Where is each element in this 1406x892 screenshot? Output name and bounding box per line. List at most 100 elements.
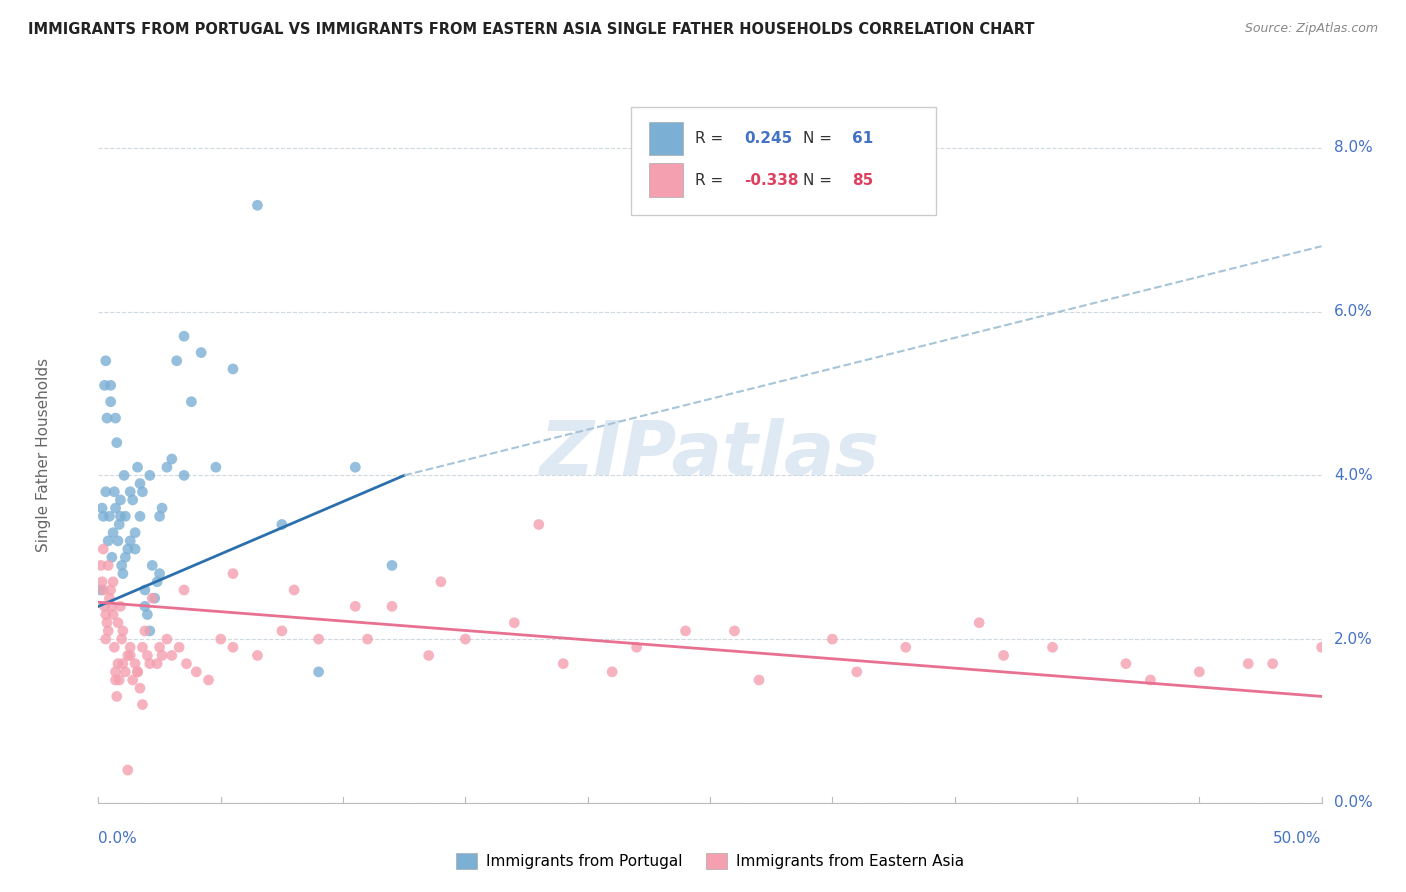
Text: 0.0%: 0.0% [1334,796,1372,810]
Point [121,492,143,507]
Point [553,657,575,671]
Point [845,665,868,679]
Point [308,665,330,679]
Text: 50.0%: 50.0% [1274,830,1322,846]
Point [107,615,129,630]
Point [246,648,269,663]
Point [124,542,146,557]
Point [90,582,112,597]
Point [993,648,1015,663]
Point [110,599,132,614]
Point [107,657,129,671]
Point [103,484,125,499]
Point [124,525,146,540]
Point [967,615,990,630]
Point [821,632,844,646]
Text: -0.338: -0.338 [744,172,799,187]
Point [166,353,188,368]
Text: 0.245: 0.245 [744,131,793,146]
Point [91,542,114,557]
Point [97,533,120,548]
Point [173,329,195,343]
Point [131,640,153,655]
Point [344,460,367,475]
Point [96,411,118,425]
Point [111,566,134,581]
Point [150,648,173,663]
Text: N =: N = [803,172,837,187]
Point [176,657,198,671]
Point [136,607,159,622]
Point [173,582,195,597]
Point [101,607,124,622]
Point [110,509,132,524]
Point [600,665,623,679]
Text: 8.0%: 8.0% [1334,140,1372,155]
Point [127,665,149,679]
Text: 6.0%: 6.0% [1334,304,1372,319]
Point [173,468,195,483]
Point [129,509,152,524]
Point [127,665,149,679]
Point [270,517,294,532]
Point [120,648,142,663]
Point [100,378,122,392]
Point [430,574,453,589]
Point [222,362,245,376]
Point [104,673,127,687]
Point [222,566,245,581]
Point [91,509,114,524]
Point [105,435,128,450]
Point [503,615,526,630]
Point [114,509,136,524]
Point [149,566,172,581]
Point [124,657,146,671]
FancyBboxPatch shape [648,121,683,155]
Point [96,615,118,630]
Point [134,582,156,597]
Point [149,640,172,655]
Point [143,591,166,606]
Point [197,673,219,687]
Point [308,632,330,646]
Text: 61: 61 [852,131,873,146]
Text: ZIPatlas: ZIPatlas [540,418,880,491]
Point [93,599,115,614]
Point [139,468,162,483]
Point [104,501,127,516]
Point [222,640,245,655]
Point [129,476,152,491]
Text: IMMIGRANTS FROM PORTUGAL VS IMMIGRANTS FROM EASTERN ASIA SINGLE FATHER HOUSEHOLD: IMMIGRANTS FROM PORTUGAL VS IMMIGRANTS F… [28,22,1035,37]
Point [136,648,159,663]
Point [108,517,131,532]
Text: 0.0%: 0.0% [98,830,138,846]
Point [120,484,142,499]
Point [748,673,770,687]
Point [134,599,156,614]
Point [146,574,169,589]
Point [103,640,125,655]
Legend: Immigrants from Portugal, Immigrants from Eastern Asia: Immigrants from Portugal, Immigrants fro… [450,847,970,875]
Point [139,657,162,671]
Point [209,632,232,646]
Point [94,484,117,499]
Point [111,558,134,573]
Point [149,509,172,524]
Point [527,517,550,532]
Point [675,624,697,638]
Text: R =: R = [696,131,728,146]
Point [1115,657,1137,671]
Point [111,624,134,638]
Point [120,640,142,655]
Point [1237,657,1260,671]
Point [101,550,124,565]
Point [105,690,128,704]
Point [114,665,136,679]
Point [139,624,162,638]
Point [180,394,202,409]
Point [91,574,114,589]
Point [190,345,212,359]
Point [131,484,153,499]
Point [94,607,117,622]
Text: R =: R = [696,172,728,187]
